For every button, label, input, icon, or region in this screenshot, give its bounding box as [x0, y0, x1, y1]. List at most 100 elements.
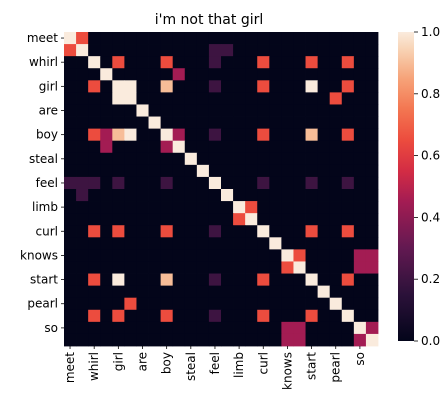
heatmap-cell — [136, 285, 149, 299]
heatmap-cell — [317, 297, 331, 311]
heatmap-cell — [341, 225, 355, 238]
heatmap-cell — [269, 44, 282, 57]
heatmap-cell — [196, 164, 210, 178]
heatmap-cell — [305, 152, 319, 166]
heatmap-cell — [88, 140, 101, 154]
heatmap-cell — [172, 80, 186, 93]
heatmap-cell — [184, 104, 198, 117]
heatmap-cell — [317, 44, 331, 57]
heatmap-cell — [257, 249, 270, 262]
heatmap-cell — [353, 104, 367, 117]
heatmap-cell — [136, 68, 149, 81]
heatmap-cell — [341, 297, 355, 311]
heatmap-cell — [124, 104, 137, 117]
heatmap-cell — [172, 104, 186, 117]
heatmap-cell — [208, 189, 222, 202]
heatmap-cell — [317, 285, 331, 299]
heatmap-cell — [317, 80, 331, 93]
heatmap-cell — [160, 32, 174, 45]
heatmap-cell — [353, 201, 367, 214]
heatmap-cell — [341, 44, 355, 57]
heatmap-cell — [281, 176, 294, 190]
heatmap-cell — [196, 285, 210, 299]
heatmap-cell — [64, 273, 77, 287]
heatmap-cell — [76, 116, 89, 130]
heatmap-cell — [305, 297, 319, 311]
heatmap-cell — [88, 68, 101, 81]
heatmap-cell — [136, 44, 149, 57]
heatmap-cell — [136, 164, 149, 178]
heatmap-cell — [136, 116, 149, 130]
heatmap-cell — [136, 104, 149, 117]
heatmap-cell — [124, 116, 137, 130]
heatmap-cell — [329, 321, 343, 335]
heatmap-cell — [64, 261, 77, 274]
row-tick-label: feel — [36, 176, 58, 190]
heatmap-cell — [245, 92, 258, 105]
heatmap-cell — [76, 309, 89, 323]
heatmap-cell — [281, 249, 294, 262]
heatmap-cell — [293, 225, 306, 238]
heatmap-cell — [293, 140, 306, 154]
heatmap-cell — [221, 56, 234, 69]
heatmap-cell — [305, 189, 319, 202]
heatmap-cell — [317, 56, 331, 69]
heatmap-cell — [160, 68, 174, 81]
heatmap-cell — [233, 309, 246, 323]
heatmap-cell — [100, 140, 113, 154]
heatmap-cell — [196, 140, 210, 154]
heatmap-cell — [329, 297, 343, 311]
heatmap-cell — [329, 128, 343, 142]
heatmap-cell — [257, 237, 270, 250]
heatmap-cell — [124, 201, 137, 214]
heatmap-cell — [341, 285, 355, 299]
heatmap-cell — [124, 164, 137, 178]
heatmap-cell — [160, 128, 174, 142]
heatmap-cell — [208, 128, 222, 142]
heatmap-cell — [112, 189, 125, 202]
heatmap-cell — [172, 297, 186, 311]
heatmap-cell — [208, 92, 222, 105]
heatmap-cell — [281, 273, 294, 287]
heatmap-cell — [233, 104, 246, 117]
heatmap-cell — [305, 213, 319, 226]
heatmap-cell — [208, 56, 222, 69]
heatmap-cell — [136, 140, 149, 154]
heatmap-cell — [208, 32, 222, 45]
heatmap-cell — [221, 201, 234, 214]
heatmap-cell — [269, 309, 282, 323]
heatmap-cell — [365, 116, 379, 130]
heatmap-cell — [100, 321, 113, 335]
heatmap-cell — [269, 92, 282, 105]
heatmap-cell — [196, 68, 210, 81]
heatmap-cell — [64, 44, 77, 57]
heatmap-cell — [281, 164, 294, 178]
heatmap-cell — [293, 201, 306, 214]
heatmap-cell — [317, 261, 331, 274]
heatmap-cell — [100, 333, 113, 347]
heatmap-cell — [100, 32, 113, 45]
heatmap-cell — [353, 164, 367, 178]
column-tick-label: so — [353, 352, 367, 366]
heatmap-cell — [124, 140, 137, 154]
heatmap-cell — [305, 333, 319, 347]
heatmap-cell — [317, 32, 331, 45]
heatmap-cell — [233, 321, 246, 335]
column-tick-label: start — [305, 352, 319, 380]
heatmap-cell — [208, 176, 222, 190]
heatmap-cell — [136, 297, 149, 311]
heatmap-cell — [221, 261, 234, 274]
heatmap-cell — [317, 104, 331, 117]
heatmap-cell — [208, 297, 222, 311]
heatmap-cell — [245, 164, 258, 178]
heatmap-cell — [233, 237, 246, 250]
heatmap-cell — [64, 80, 77, 93]
heatmap-cell — [293, 80, 306, 93]
heatmap-cell — [341, 321, 355, 335]
heatmap-cell — [196, 92, 210, 105]
heatmap-cell — [172, 237, 186, 250]
heatmap-cell — [76, 152, 89, 166]
heatmap-cell — [293, 309, 306, 323]
heatmap-cell — [184, 116, 198, 130]
heatmap-cell — [341, 104, 355, 117]
